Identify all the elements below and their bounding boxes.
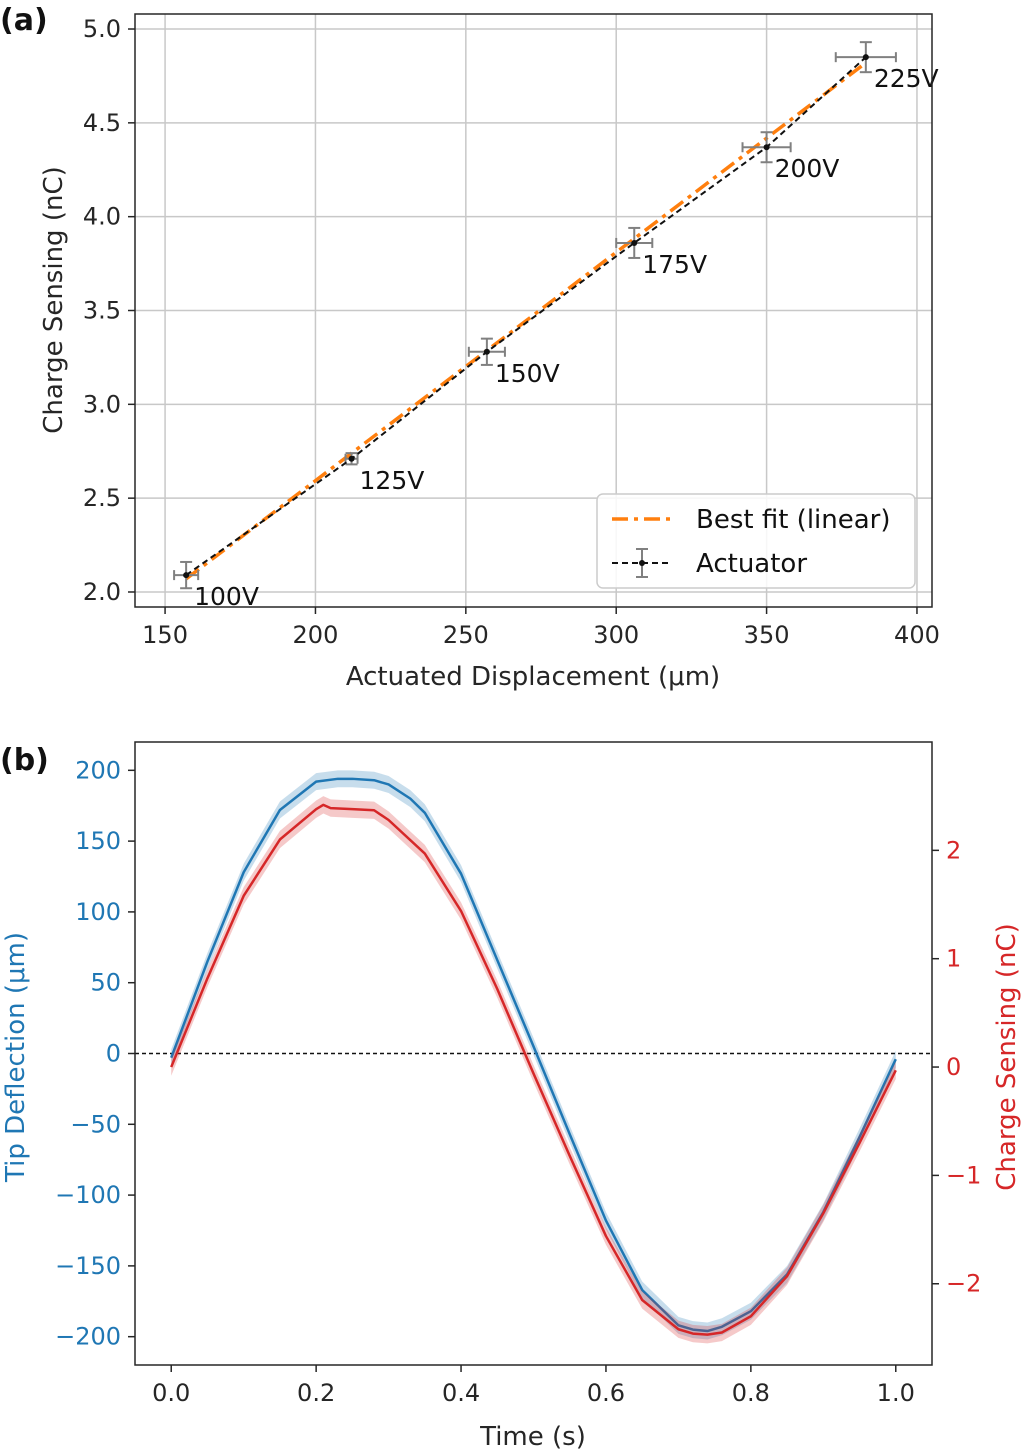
left-y-tick-label: 50 (90, 969, 121, 997)
panel-b-left-axis-label: Tip Deflection (μm) (1, 932, 31, 1183)
y-tick-label: 5.0 (83, 15, 121, 43)
right-y-tick-label: 2 (946, 836, 961, 864)
panel-a-grid (135, 14, 932, 607)
right-y-tick-label: 1 (946, 945, 961, 973)
x-tick-label: 0.8 (732, 1379, 770, 1407)
y-tick-label: 3.0 (83, 390, 121, 418)
left-y-tick-label: 100 (75, 898, 121, 926)
x-tick-label: 250 (443, 621, 489, 649)
x-tick-label: 0.2 (297, 1379, 335, 1407)
right-y-tick-label: 0 (946, 1053, 961, 1081)
left-y-tick-label: 200 (75, 756, 121, 784)
y-tick-label: 4.0 (83, 203, 121, 231)
left-y-tick-label: −150 (55, 1252, 121, 1280)
x-tick-label: 1.0 (877, 1379, 915, 1407)
charge-sensing-band (171, 796, 896, 1344)
voltage-label: 150V (495, 359, 560, 388)
x-tick-label: 400 (894, 621, 940, 649)
x-tick-label: 300 (593, 621, 639, 649)
x-tick-label: 150 (142, 621, 188, 649)
legend-fit-label: Best fit (linear) (696, 505, 891, 535)
actuator-point (631, 239, 638, 246)
x-tick-label: 0.4 (442, 1379, 480, 1407)
panel-b-x-axis-label: Time (s) (479, 1422, 586, 1452)
panel-a-data-series (173, 41, 897, 590)
panel-b-right-axis-label: Charge Sensing (nC) (992, 923, 1022, 1190)
right-y-tick-label: −1 (946, 1161, 981, 1189)
y-tick-label: 3.5 (83, 297, 121, 325)
voltage-label: 200V (775, 154, 840, 183)
left-y-tick-label: 0 (106, 1040, 121, 1068)
best-fit-line (185, 61, 867, 581)
panel-a-fit-line (185, 61, 867, 581)
left-y-tick-label: −100 (55, 1181, 121, 1209)
left-y-tick-label: −50 (70, 1110, 121, 1138)
left-y-tick-label: −200 (55, 1323, 121, 1351)
actuator-point (348, 455, 355, 462)
panel-a-ticks: 150 200 250 300 350 400 2.0 2.5 3.0 3.5 4.0 4.5 5.0 (83, 15, 940, 649)
actuator-line (185, 56, 867, 576)
legend-actuator-marker (639, 560, 645, 566)
x-tick-label: 0.0 (152, 1379, 190, 1407)
voltage-label: 175V (642, 250, 707, 279)
tip-deflection-line (170, 777, 897, 1333)
left-y-tick-label: 150 (75, 827, 121, 855)
legend-actuator-label: Actuator (696, 549, 807, 579)
panel-b-chart: (b) 0.0 0.2 0.4 0.6 0.8 1.0200150100500−50−10… (0, 741, 1022, 1452)
legend-box (596, 493, 916, 589)
x-tick-label: 200 (293, 621, 339, 649)
voltage-label: 125V (360, 466, 425, 495)
x-tick-label: 0.6 (587, 1379, 625, 1407)
panel-a-legend: Best fit (linear) Actuator (596, 493, 916, 589)
y-tick-label: 2.0 (83, 578, 121, 606)
actuator-point (862, 54, 869, 61)
actuator-point (483, 348, 490, 355)
y-tick-label: 2.5 (83, 484, 121, 512)
voltage-label: 225V (874, 64, 939, 93)
panel-a-label: (a) (0, 3, 48, 38)
tip-deflection-band (171, 770, 896, 1340)
panel-b-series (170, 770, 897, 1344)
panel-a-y-axis-label: Charge Sensing (nC) (39, 166, 69, 433)
y-tick-label: 4.5 (83, 109, 121, 137)
panel-b-ticks: 0.0 0.2 0.4 0.6 0.8 1.0 200 150 100 50 0 −50 −100 −15… (55, 756, 981, 1407)
right-y-tick-label: −2 (946, 1270, 981, 1298)
charge-sensing-line (170, 803, 897, 1336)
panel-b-label: (b) (0, 743, 49, 778)
actuator-point (183, 572, 190, 579)
actuator-point (763, 144, 770, 151)
panel-a-x-axis-label: Actuated Displacement (μm) (346, 662, 720, 692)
x-tick-label: 350 (744, 621, 790, 649)
